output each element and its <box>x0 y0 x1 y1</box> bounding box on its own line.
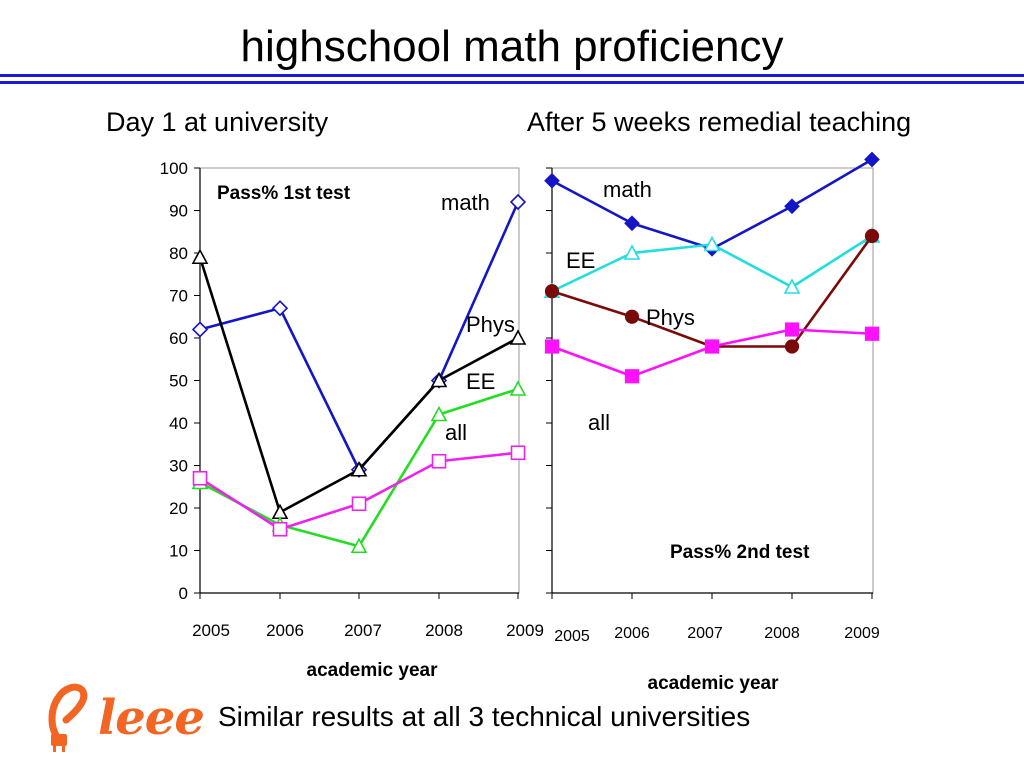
chart2-subtitle: After 5 weeks remedial teaching <box>527 107 912 137</box>
chart1-y-tick-label: 70 <box>169 287 188 306</box>
chart2-x-tick-label: 2007 <box>687 625 723 642</box>
chart2-series-label-math: math <box>603 177 652 202</box>
chart1-series-label-ee: EE <box>466 369 495 394</box>
chart1-point-all <box>192 470 208 486</box>
chart1-y-tick-label: 40 <box>169 414 188 433</box>
chart1-point-all <box>272 521 288 537</box>
chart2-point-math <box>544 172 560 189</box>
chart1-point-math <box>191 321 209 338</box>
chart2-x-axis-label: academic year <box>648 673 780 694</box>
chart2-point-ee <box>703 235 721 252</box>
chart1-point-phys <box>191 248 209 265</box>
chart1-x-tick-label: 2009 <box>506 621 544 640</box>
chart1-y-tick-label: 80 <box>169 244 188 263</box>
chart1-y-tick-label: 30 <box>169 457 188 476</box>
chart1-point-phys <box>350 461 368 477</box>
chart1-series-label-math: math <box>441 190 490 215</box>
chart1-y-tick-label: 20 <box>169 499 188 518</box>
chart1-x-axis-label: academic year <box>307 660 439 681</box>
chart2-point-phys <box>624 309 640 324</box>
chart2-x-tick-label: 2005 <box>554 628 590 645</box>
chart2-point-all <box>704 339 720 354</box>
title-rule-top <box>0 74 1024 77</box>
chart1-x-tick-label: 2007 <box>344 621 382 640</box>
chart1-series-label-all: all <box>445 420 467 445</box>
chart1-y-tick-label: 50 <box>169 372 188 391</box>
chart1-x-tick-label: 2008 <box>425 621 463 640</box>
chart2-x-tick-label: 2008 <box>764 625 800 642</box>
chart2-point-phys <box>784 339 800 354</box>
chart2-series-label-ee: EE <box>566 248 595 273</box>
chart1-y-tick-label: 100 <box>160 159 188 178</box>
chart2-series-line-math <box>551 158 873 251</box>
chart2-point-phys <box>544 284 560 299</box>
chart2-point-ee <box>623 244 641 260</box>
chart2-x-tick-label: 2009 <box>844 625 880 642</box>
chart2-point-math <box>864 151 880 168</box>
chart1-point-math <box>271 300 289 317</box>
chart2-point-ee <box>783 278 801 294</box>
chart1-point-all <box>351 496 367 512</box>
chart1-point-ee <box>430 405 448 422</box>
leee-logo-icon <box>48 683 88 752</box>
slide-footer: Similar results at all 3 technical unive… <box>218 701 751 732</box>
chart1-point-all <box>510 445 526 461</box>
chart2-point-all <box>864 326 880 341</box>
chart1-point-phys <box>430 371 448 388</box>
chart1-y-tick-label: 0 <box>179 584 188 603</box>
chart2-point-math <box>624 215 640 232</box>
title-rule-bottom <box>0 81 1024 84</box>
chart1-point-ee <box>350 537 368 554</box>
chart1-point-phys <box>271 503 289 520</box>
chart2-point-all <box>784 322 800 337</box>
chart1-x-tick-label: 2005 <box>192 621 230 640</box>
chart2-series-label-phys: Phys <box>646 305 695 330</box>
chart2-point-math <box>784 198 800 215</box>
chart1-subtitle: Day 1 at university <box>106 107 329 137</box>
chart2-point-all <box>624 369 640 384</box>
chart2-x-tick-label: 2006 <box>614 625 650 642</box>
chart2-point-all <box>544 339 560 354</box>
chart1-y-tick-label: 90 <box>169 202 188 221</box>
logo-text: leee <box>98 690 205 746</box>
chart1-point-phys <box>509 329 527 345</box>
chart1-title: Pass% 1st test <box>217 183 351 204</box>
chart2-title: Pass% 2nd test <box>670 542 810 563</box>
chart1-y-tick-label: 10 <box>169 542 188 561</box>
chart2-plot-frame <box>551 167 874 594</box>
chart1-x-tick-label: 2006 <box>266 621 304 640</box>
chart1-series-label-phys: Phys <box>466 312 515 337</box>
chart1-y-tick-label: 60 <box>169 329 188 348</box>
slide-title: highschool math proficiency <box>240 22 784 71</box>
chart1-point-all <box>431 453 447 469</box>
chart2-series-label-all: all <box>588 410 610 435</box>
chart1-point-ee <box>509 380 527 396</box>
chart2-point-phys <box>864 228 880 244</box>
chart1-point-math <box>509 193 527 211</box>
